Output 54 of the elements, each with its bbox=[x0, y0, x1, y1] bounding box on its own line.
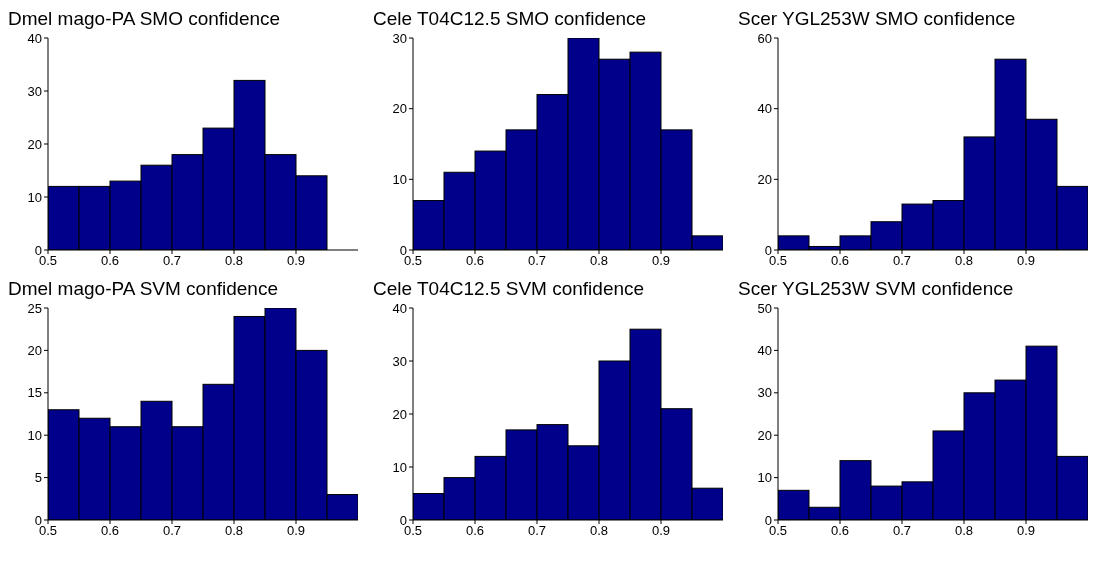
chart-title: Cele T04C12.5 SVM confidence bbox=[373, 278, 646, 301]
y-tick-label: 60 bbox=[757, 30, 772, 46]
x-tick-label: 0.7 bbox=[527, 523, 547, 539]
y-tick-label: 5 bbox=[34, 470, 42, 486]
x-tick-label: 0.8 bbox=[224, 253, 244, 269]
y-tick-label: 50 bbox=[757, 300, 772, 316]
y-tick-label: 40 bbox=[757, 343, 772, 359]
x-tick-label: 0.6 bbox=[830, 523, 850, 539]
x-tick-label: 0.6 bbox=[465, 523, 485, 539]
x-tick-label: 0.9 bbox=[1016, 253, 1036, 269]
chart-title: Dmel mago-PA SVM confidence bbox=[8, 278, 279, 301]
x-tick-label: 0.9 bbox=[286, 253, 306, 269]
x-tick-label: 0.9 bbox=[286, 523, 306, 539]
y-tick-label: 20 bbox=[27, 343, 42, 359]
y-tick-label: 10 bbox=[392, 459, 407, 475]
y-tick-label: 20 bbox=[757, 171, 772, 187]
y-tick-label: 40 bbox=[392, 300, 407, 316]
x-tick-label: 0.6 bbox=[100, 253, 120, 269]
y-tick-label: 20 bbox=[757, 427, 772, 443]
x-tick-label: 0.7 bbox=[892, 253, 912, 269]
y-tick-label: 10 bbox=[757, 470, 772, 486]
y-tick-label: 30 bbox=[27, 83, 42, 99]
x-tick-label: 0.6 bbox=[830, 253, 850, 269]
x-tick-label: 0.7 bbox=[892, 523, 912, 539]
y-tick-label: 20 bbox=[392, 101, 407, 117]
y-tick-label: 20 bbox=[27, 136, 42, 152]
x-tick-label: 0.8 bbox=[224, 523, 244, 539]
x-tick-label: 0.9 bbox=[651, 523, 671, 539]
chart-title: Scer YGL253W SMO confidence bbox=[738, 8, 1017, 31]
y-tick-label: 10 bbox=[27, 427, 42, 443]
y-tick-label: 10 bbox=[27, 189, 42, 205]
x-tick-label: 0.7 bbox=[527, 253, 547, 269]
x-tick-label: 0.6 bbox=[465, 253, 485, 269]
y-tick-label: 25 bbox=[27, 300, 42, 316]
y-tick-label: 40 bbox=[27, 30, 42, 46]
x-tick-label: 0.8 bbox=[589, 253, 609, 269]
y-tick-label: 10 bbox=[392, 171, 407, 187]
y-tick-label: 30 bbox=[757, 385, 772, 401]
chart-title: Cele T04C12.5 SMO confidence bbox=[373, 8, 648, 31]
chart-title: Dmel mago-PA SMO confidence bbox=[8, 8, 282, 31]
x-tick-label: 0.8 bbox=[954, 253, 974, 269]
x-tick-label: 0.8 bbox=[589, 523, 609, 539]
y-tick-label: 15 bbox=[27, 385, 42, 401]
y-tick-label: 30 bbox=[392, 353, 407, 369]
x-tick-label: 0.7 bbox=[162, 523, 182, 539]
x-tick-label: 0.6 bbox=[100, 523, 120, 539]
chart-title: Scer YGL253W SVM confidence bbox=[738, 278, 1015, 301]
y-tick-label: 30 bbox=[392, 30, 407, 46]
y-tick-label: 40 bbox=[757, 101, 772, 117]
x-tick-label: 0.7 bbox=[162, 253, 182, 269]
x-tick-label: 0.8 bbox=[954, 523, 974, 539]
x-tick-label: 0.9 bbox=[651, 253, 671, 269]
x-tick-label: 0.9 bbox=[1016, 523, 1036, 539]
y-tick-label: 20 bbox=[392, 406, 407, 422]
